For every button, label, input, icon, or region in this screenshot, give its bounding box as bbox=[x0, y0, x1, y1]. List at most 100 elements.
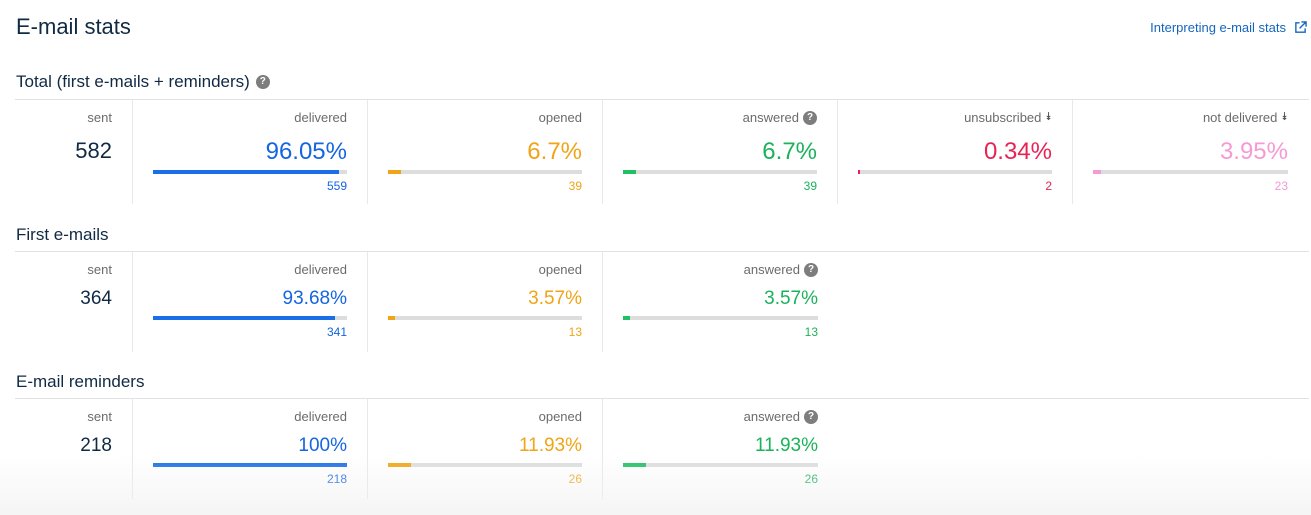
stat-label: sent bbox=[87, 110, 112, 125]
stat-label: answered bbox=[743, 409, 800, 424]
progress-fill bbox=[858, 170, 860, 174]
help-question-icon[interactable]: ? bbox=[804, 262, 818, 277]
progress-bar bbox=[858, 170, 1052, 174]
stat-cell-delivered: delivered 96.05% 559 bbox=[133, 100, 368, 204]
progress-fill bbox=[623, 316, 630, 320]
progress-bar bbox=[153, 170, 347, 174]
progress-fill bbox=[153, 463, 347, 467]
stats-row-reminders: sent 218 delivered 100% 218 opened 11.93… bbox=[15, 399, 838, 499]
stat-cell-answered: answered ? 3.57% 13 bbox=[603, 252, 838, 352]
stat-percent: 3.57% bbox=[528, 288, 582, 309]
progress-bar bbox=[623, 170, 817, 174]
section-divider bbox=[15, 251, 1309, 252]
stat-percent: 6.7% bbox=[527, 138, 582, 165]
stat-cell-sent: sent 364 bbox=[15, 252, 133, 352]
stat-label-wrap: answered ? bbox=[744, 262, 818, 277]
progress-bar bbox=[623, 316, 818, 320]
help-question-icon[interactable]: ? bbox=[803, 110, 817, 125]
stat-cell-opened: opened 11.93% 26 bbox=[368, 399, 603, 499]
stat-percent: 100% bbox=[298, 435, 347, 456]
stat-count: 13 bbox=[568, 325, 582, 339]
stat-count: 218 bbox=[326, 472, 347, 486]
stat-cell-opened: opened 3.57% 13 bbox=[368, 252, 603, 352]
stat-percent: 11.93% bbox=[518, 435, 582, 456]
section-title-text: E-mail reminders bbox=[16, 372, 145, 391]
interpreting-stats-link[interactable]: Interpreting e-mail stats bbox=[1150, 20, 1307, 35]
stat-count: 23 bbox=[1274, 179, 1288, 193]
stat-cell-delivered: delivered 100% 218 bbox=[133, 399, 368, 499]
stat-percent: 93.68% bbox=[282, 288, 347, 309]
stat-percent: 11.93% bbox=[754, 435, 818, 456]
double-chevron-down-icon: ⯯ bbox=[1045, 111, 1052, 123]
section-title-text: First e-mails bbox=[16, 225, 109, 244]
stat-count: 13 bbox=[804, 325, 818, 339]
stat-count: 2 bbox=[1045, 179, 1052, 193]
section-title-reminders: E-mail reminders bbox=[16, 372, 144, 392]
stat-count: 26 bbox=[568, 472, 582, 486]
stat-label-wrap: answered ? bbox=[744, 409, 818, 424]
stat-label: answered bbox=[743, 262, 800, 277]
section-divider bbox=[15, 99, 1309, 100]
stat-cell-answered: answered ? 11.93% 26 bbox=[603, 399, 838, 499]
stat-cell-delivered: delivered 93.68% 341 bbox=[133, 252, 368, 352]
progress-bar bbox=[623, 463, 818, 467]
stat-label: opened bbox=[538, 110, 582, 125]
stat-percent: 6.7% bbox=[762, 138, 817, 165]
stat-percent: 0.34% bbox=[983, 138, 1052, 165]
external-link-icon bbox=[1295, 21, 1307, 33]
progress-bar bbox=[153, 316, 347, 320]
help-question-icon[interactable]: ? bbox=[804, 409, 818, 424]
stat-count: 39 bbox=[803, 179, 817, 193]
stat-percent: 3.57% bbox=[764, 288, 818, 309]
stat-label: sent bbox=[87, 409, 112, 424]
stat-label: sent bbox=[87, 262, 112, 277]
stat-label: opened bbox=[538, 409, 582, 424]
stat-percent: 3.95% bbox=[1219, 138, 1288, 165]
stat-label: delivered bbox=[294, 110, 347, 125]
progress-fill bbox=[1093, 170, 1101, 174]
stat-label: delivered bbox=[294, 409, 347, 424]
stat-count: 341 bbox=[326, 325, 347, 339]
stat-label: opened bbox=[538, 262, 582, 277]
page-title: E-mail stats bbox=[16, 14, 131, 39]
section-divider bbox=[15, 398, 1309, 399]
progress-bar bbox=[153, 463, 347, 467]
progress-fill bbox=[153, 316, 335, 320]
sent-value: 582 bbox=[75, 138, 112, 163]
stat-count: 26 bbox=[804, 472, 818, 486]
section-title-text: Total (first e-mails + reminders) bbox=[16, 72, 250, 91]
stat-cell-not-delivered: not delivered ⯯ 3.95% 23 bbox=[1073, 100, 1308, 204]
stat-label-wrap: answered ? bbox=[743, 110, 817, 125]
help-question-icon[interactable]: ? bbox=[255, 75, 270, 89]
help-link-label: Interpreting e-mail stats bbox=[1150, 20, 1286, 35]
stat-cell-sent: sent 218 bbox=[15, 399, 133, 499]
stat-label: delivered bbox=[294, 262, 347, 277]
double-chevron-down-icon: ⯯ bbox=[1281, 111, 1288, 123]
stat-label: unsubscribed bbox=[964, 110, 1042, 125]
progress-fill bbox=[388, 170, 401, 174]
progress-bar bbox=[388, 463, 582, 467]
stat-cell-answered: answered ? 6.7% 39 bbox=[603, 100, 838, 204]
progress-fill bbox=[623, 463, 647, 467]
sent-value: 364 bbox=[80, 288, 112, 309]
stats-row-first-emails: sent 364 delivered 93.68% 341 opened 3.5… bbox=[15, 252, 838, 352]
not-delivered-toggle[interactable]: not delivered ⯯ bbox=[1203, 110, 1288, 125]
progress-fill bbox=[623, 170, 636, 174]
stat-percent: 96.05% bbox=[265, 138, 347, 165]
progress-bar bbox=[388, 170, 582, 174]
progress-fill bbox=[388, 463, 412, 467]
sent-value: 218 bbox=[80, 435, 112, 456]
stat-count: 39 bbox=[568, 179, 582, 193]
progress-bar bbox=[1093, 170, 1288, 174]
section-title-total: Total (first e-mails + reminders) ? bbox=[16, 72, 270, 92]
stat-cell-sent: sent 582 bbox=[15, 100, 133, 204]
progress-fill bbox=[388, 316, 395, 320]
stat-cell-opened: opened 6.7% 39 bbox=[368, 100, 603, 204]
stat-count: 559 bbox=[326, 179, 347, 193]
section-title-first-emails: First e-mails bbox=[16, 225, 109, 245]
unsubscribed-toggle[interactable]: unsubscribed ⯯ bbox=[964, 110, 1052, 125]
progress-bar bbox=[388, 316, 582, 320]
progress-fill bbox=[153, 170, 340, 174]
stat-label: not delivered bbox=[1202, 110, 1278, 125]
